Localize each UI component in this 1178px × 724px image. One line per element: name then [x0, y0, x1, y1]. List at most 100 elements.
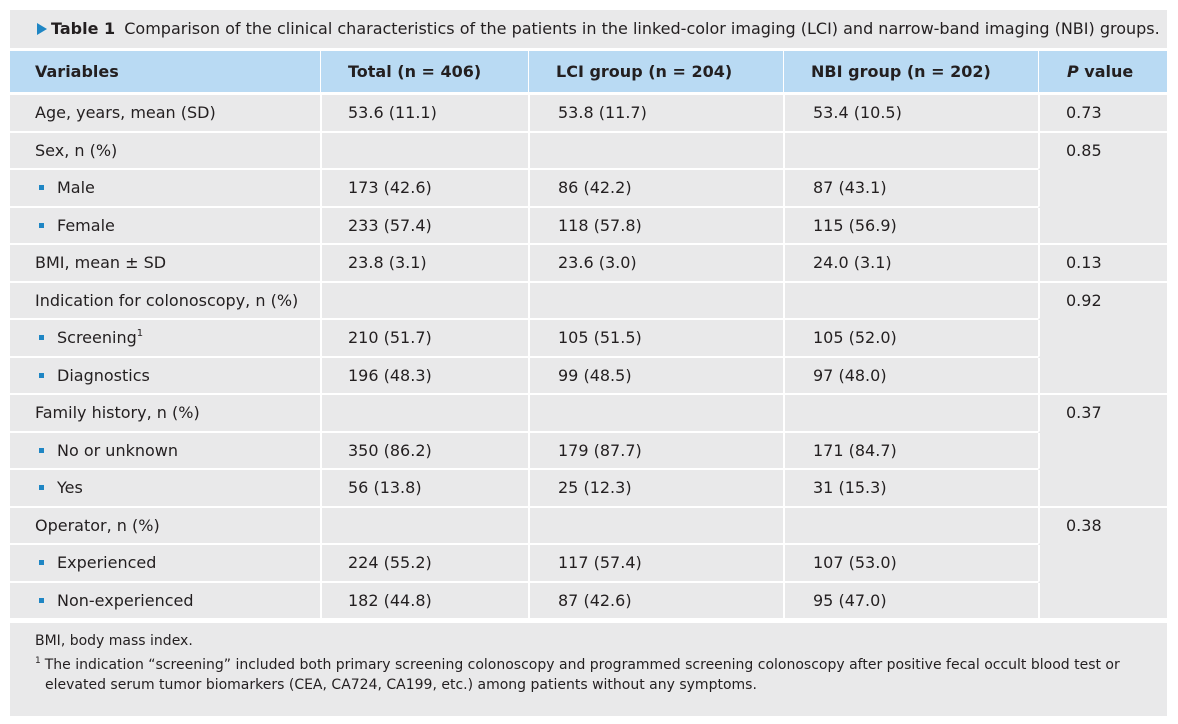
cell-nbi: 53.4 (10.5): [783, 95, 1038, 133]
table-panel: Table 1 Comparison of the clinical chara…: [10, 10, 1167, 716]
sub-label: No or unknown: [57, 440, 178, 460]
footnote-1-mark: 1: [35, 656, 41, 666]
footnote-1: 1 The indication “screening” included bot…: [35, 651, 1167, 695]
bullet-icon: [39, 485, 44, 491]
cell-nbi-empty: [783, 132, 1038, 170]
cell-p-value: 0.13: [1038, 245, 1167, 283]
table-row: BMI, mean ± SD 23.8 (3.1) 23.6 (3.0) 24.…: [10, 245, 1167, 283]
cell-total: 233 (57.4): [320, 207, 528, 245]
row-label-sub: Screening1: [10, 320, 320, 358]
cell-p-value-empty: [1038, 545, 1167, 583]
cell-total: 210 (51.7): [320, 320, 528, 358]
cell-lci: 99 (48.5): [528, 357, 783, 395]
header-lci: LCI group (n = 204): [528, 48, 783, 95]
table-row: Indication for colonoscopy, n (%) 0.92: [10, 282, 1167, 320]
table-row: Diagnostics 196 (48.3) 99 (48.5) 97 (48.…: [10, 357, 1167, 395]
table-label: Table 1: [51, 19, 116, 38]
sub-label: Screening: [57, 328, 137, 348]
row-label: Sex, n (%): [10, 133, 320, 170]
cell-total-empty: [320, 507, 528, 545]
cell-p-value: 0.37: [1038, 395, 1167, 433]
table-row: Sex, n (%) 0.85: [10, 132, 1167, 170]
row-label-sub: Yes: [10, 470, 320, 508]
cell-p-value-empty: [1038, 432, 1167, 470]
cell-total-empty: [320, 282, 528, 320]
header-p-rest: value: [1078, 62, 1134, 81]
table-caption-text: Comparison of the clinical characteristi…: [124, 19, 1160, 38]
cell-lci: 87 (42.6): [528, 582, 783, 620]
sub-label: Yes: [57, 478, 83, 498]
table-caption: Table 1 Comparison of the clinical chara…: [10, 10, 1167, 48]
table-row: Operator, n (%) 0.38: [10, 507, 1167, 545]
cell-nbi: 107 (53.0): [783, 545, 1038, 583]
row-label-sub: Diagnostics: [10, 358, 320, 395]
cell-p-value-empty: [1038, 207, 1167, 245]
cell-total: 23.8 (3.1): [320, 245, 528, 283]
cell-total-empty: [320, 132, 528, 170]
row-label-sub: Non-experienced: [10, 583, 320, 620]
triangle-marker-icon: [37, 23, 47, 35]
cell-nbi: 87 (43.1): [783, 170, 1038, 208]
header-p-italic: P: [1067, 62, 1079, 81]
cell-p-value: 0.38: [1038, 507, 1167, 545]
cell-lci: 23.6 (3.0): [528, 245, 783, 283]
header-nbi: NBI group (n = 202): [783, 48, 1038, 95]
cell-total: 224 (55.2): [320, 545, 528, 583]
cell-p-value: 0.85: [1038, 132, 1167, 170]
row-label-sub: Male: [10, 170, 320, 208]
table-footnotes: BMI, body mass index. 1 The indication “s…: [10, 620, 1167, 695]
table-row: Age, years, mean (SD) 53.6 (11.1) 53.8 (…: [10, 95, 1167, 133]
bullet-icon: [39, 560, 44, 566]
row-label: Indication for colonoscopy, n (%): [10, 283, 320, 320]
table-row: Male 173 (42.6) 86 (42.2) 87 (43.1): [10, 170, 1167, 208]
cell-nbi: 105 (52.0): [783, 320, 1038, 358]
cell-lci: 86 (42.2): [528, 170, 783, 208]
cell-p-value-empty: [1038, 470, 1167, 508]
header-p-value: P value: [1038, 48, 1167, 95]
cell-nbi: 31 (15.3): [783, 470, 1038, 508]
cell-total: 173 (42.6): [320, 170, 528, 208]
cell-nbi-empty: [783, 507, 1038, 545]
cell-lci: 117 (57.4): [528, 545, 783, 583]
row-label: Family history, n (%): [10, 395, 320, 433]
cell-total-empty: [320, 395, 528, 433]
cell-nbi: 24.0 (3.1): [783, 245, 1038, 283]
cell-p-value: 0.92: [1038, 282, 1167, 320]
cell-p-value-empty: [1038, 170, 1167, 208]
cell-total: 350 (86.2): [320, 432, 528, 470]
cell-nbi-empty: [783, 395, 1038, 433]
cell-total: 56 (13.8): [320, 470, 528, 508]
cell-nbi: 171 (84.7): [783, 432, 1038, 470]
table-row: Experienced 224 (55.2) 117 (57.4) 107 (5…: [10, 545, 1167, 583]
sub-label: Diagnostics: [57, 365, 150, 385]
cell-total: 182 (44.8): [320, 582, 528, 620]
cell-p-value-empty: [1038, 320, 1167, 358]
cell-lci-empty: [528, 507, 783, 545]
cell-lci: 105 (51.5): [528, 320, 783, 358]
row-label: BMI, mean ± SD: [10, 245, 320, 283]
bullet-icon: [39, 372, 44, 378]
cell-total: 196 (48.3): [320, 357, 528, 395]
cell-lci: 25 (12.3): [528, 470, 783, 508]
header-variables: Variables: [10, 48, 320, 95]
cell-lci-empty: [528, 132, 783, 170]
cell-lci-empty: [528, 395, 783, 433]
header-row: Variables Total (n = 406) LCI group (n =…: [10, 48, 1167, 95]
cell-lci-empty: [528, 282, 783, 320]
table-row: Female 233 (57.4) 118 (57.8) 115 (56.9): [10, 207, 1167, 245]
cell-nbi-empty: [783, 282, 1038, 320]
table-row: Family history, n (%) 0.37: [10, 395, 1167, 433]
sub-label: Non-experienced: [57, 590, 194, 610]
cell-total: 53.6 (11.1): [320, 95, 528, 133]
bullet-icon: [39, 222, 44, 228]
sub-label: Female: [57, 215, 115, 235]
cell-lci: 118 (57.8): [528, 207, 783, 245]
characteristics-table: Variables Total (n = 406) LCI group (n =…: [10, 48, 1167, 620]
cell-nbi: 97 (48.0): [783, 357, 1038, 395]
row-label: Operator, n (%): [10, 508, 320, 545]
cell-lci: 53.8 (11.7): [528, 95, 783, 133]
row-label-sub: Experienced: [10, 545, 320, 583]
sub-label: Experienced: [57, 553, 157, 573]
bullet-icon: [39, 597, 44, 603]
table-row: Yes 56 (13.8) 25 (12.3) 31 (15.3): [10, 470, 1167, 508]
